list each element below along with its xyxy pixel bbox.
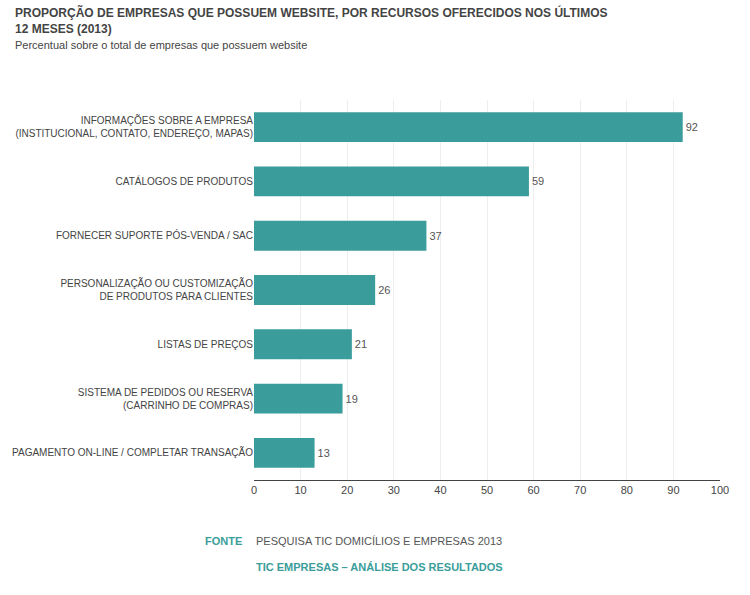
svg-text:SISTEMA DE PEDIDOS OU RESERVA(: SISTEMA DE PEDIDOS OU RESERVA(CARRINHO D… — [78, 387, 254, 411]
svg-text:37: 37 — [429, 230, 441, 242]
svg-text:40: 40 — [434, 484, 446, 496]
svg-text:PERSONALIZAÇÃO OU CUSTOMIZAÇÃO: PERSONALIZAÇÃO OU CUSTOMIZAÇÃODE PRODUTO… — [60, 277, 253, 302]
svg-text:PROPORÇÃO DE EMPRESAS QUE POSS: PROPORÇÃO DE EMPRESAS QUE POSSUEM WEBSIT… — [15, 5, 608, 50]
svg-text:100: 100 — [711, 484, 729, 496]
svg-text:PESQUISA TIC DOMICÍLIOS E EMPR: PESQUISA TIC DOMICÍLIOS E EMPRESAS 2013 — [256, 535, 502, 547]
svg-text:26: 26 — [378, 284, 390, 296]
svg-text:92: 92 — [686, 121, 698, 133]
svg-text:70: 70 — [574, 484, 586, 496]
svg-text:TIC EMPRESAS – ANÁLISE DOS RES: TIC EMPRESAS – ANÁLISE DOS RESULTADOS — [256, 561, 503, 573]
svg-text:19: 19 — [346, 393, 358, 405]
svg-text:INFORMAÇÕES SOBRE A EMPRESA(IN: INFORMAÇÕES SOBRE A EMPRESA(INSTITUCIONA… — [15, 114, 253, 139]
svg-text:10: 10 — [294, 484, 306, 496]
svg-text:21: 21 — [355, 338, 367, 350]
svg-text:30: 30 — [388, 484, 400, 496]
svg-text:50: 50 — [481, 484, 493, 496]
svg-text:LISTAS DE PREÇOS: LISTAS DE PREÇOS — [158, 339, 254, 350]
svg-text:60: 60 — [527, 484, 539, 496]
svg-text:FORNECER SUPORTE PÓS-VENDA / S: FORNECER SUPORTE PÓS-VENDA / SAC — [56, 229, 253, 241]
svg-text:90: 90 — [667, 484, 679, 496]
svg-text:80: 80 — [621, 484, 633, 496]
svg-text:FONTE: FONTE — [205, 535, 242, 547]
svg-text:59: 59 — [532, 175, 544, 187]
svg-text:PAGAMENTO ON-LINE / COMPLETAR: PAGAMENTO ON-LINE / COMPLETAR TRANSAÇÃO — [12, 446, 253, 458]
svg-text:20: 20 — [341, 484, 353, 496]
svg-text:0: 0 — [251, 484, 257, 496]
svg-text:CATÁLOGOS DE PRODUTOS: CATÁLOGOS DE PRODUTOS — [116, 175, 254, 187]
svg-text:13: 13 — [318, 447, 330, 459]
